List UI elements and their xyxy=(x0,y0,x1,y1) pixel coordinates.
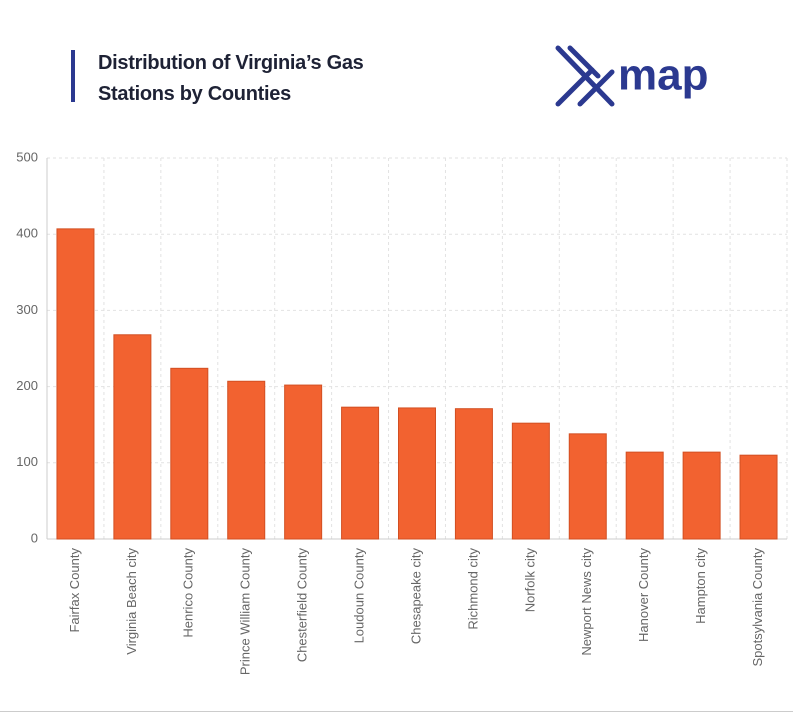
bar xyxy=(398,407,436,540)
x-tick-label: Newport News city xyxy=(579,548,594,656)
x-tick-label: Spotsylvania County xyxy=(750,548,765,667)
bar xyxy=(227,380,266,540)
bar xyxy=(511,422,550,540)
bar xyxy=(454,408,493,540)
bar xyxy=(56,228,95,540)
y-tick-label: 200 xyxy=(16,378,38,393)
bar xyxy=(284,384,323,540)
y-tick-label: 100 xyxy=(16,454,38,469)
y-tick-label: 300 xyxy=(16,302,38,317)
y-tick-label: 400 xyxy=(16,226,38,241)
x-tick-label: Prince William County xyxy=(238,548,253,676)
x-tick-label: Norfolk city xyxy=(522,548,537,613)
x-tick-label: Hampton city xyxy=(693,548,708,624)
bar xyxy=(682,451,721,540)
y-tick-label: 500 xyxy=(16,149,38,164)
x-tick-label: Virginia Beach city xyxy=(124,548,139,655)
x-tick-label: Loudoun County xyxy=(352,548,367,644)
x-tick-label: Chesterfield County xyxy=(295,548,310,663)
logo-text: map xyxy=(618,51,708,100)
title-accent xyxy=(71,50,75,102)
bar xyxy=(341,406,380,540)
bar xyxy=(568,433,607,540)
x-tick-label: Fairfax County xyxy=(67,548,82,633)
bar xyxy=(113,334,152,540)
x-tick-label: Chesapeake city xyxy=(408,548,423,645)
y-tick-label: 0 xyxy=(31,530,38,545)
bar xyxy=(625,451,664,540)
bar xyxy=(739,454,778,540)
x-tick-label: Richmond city xyxy=(465,548,480,630)
logo: map xyxy=(555,45,708,107)
x-tick-label: Henrico County xyxy=(181,548,196,638)
bottom-rule xyxy=(0,711,793,712)
bar xyxy=(170,367,209,540)
x-tick-label: Hanover County xyxy=(636,548,651,642)
title: Distribution of Virginia’s Gas Stations … xyxy=(98,52,364,105)
